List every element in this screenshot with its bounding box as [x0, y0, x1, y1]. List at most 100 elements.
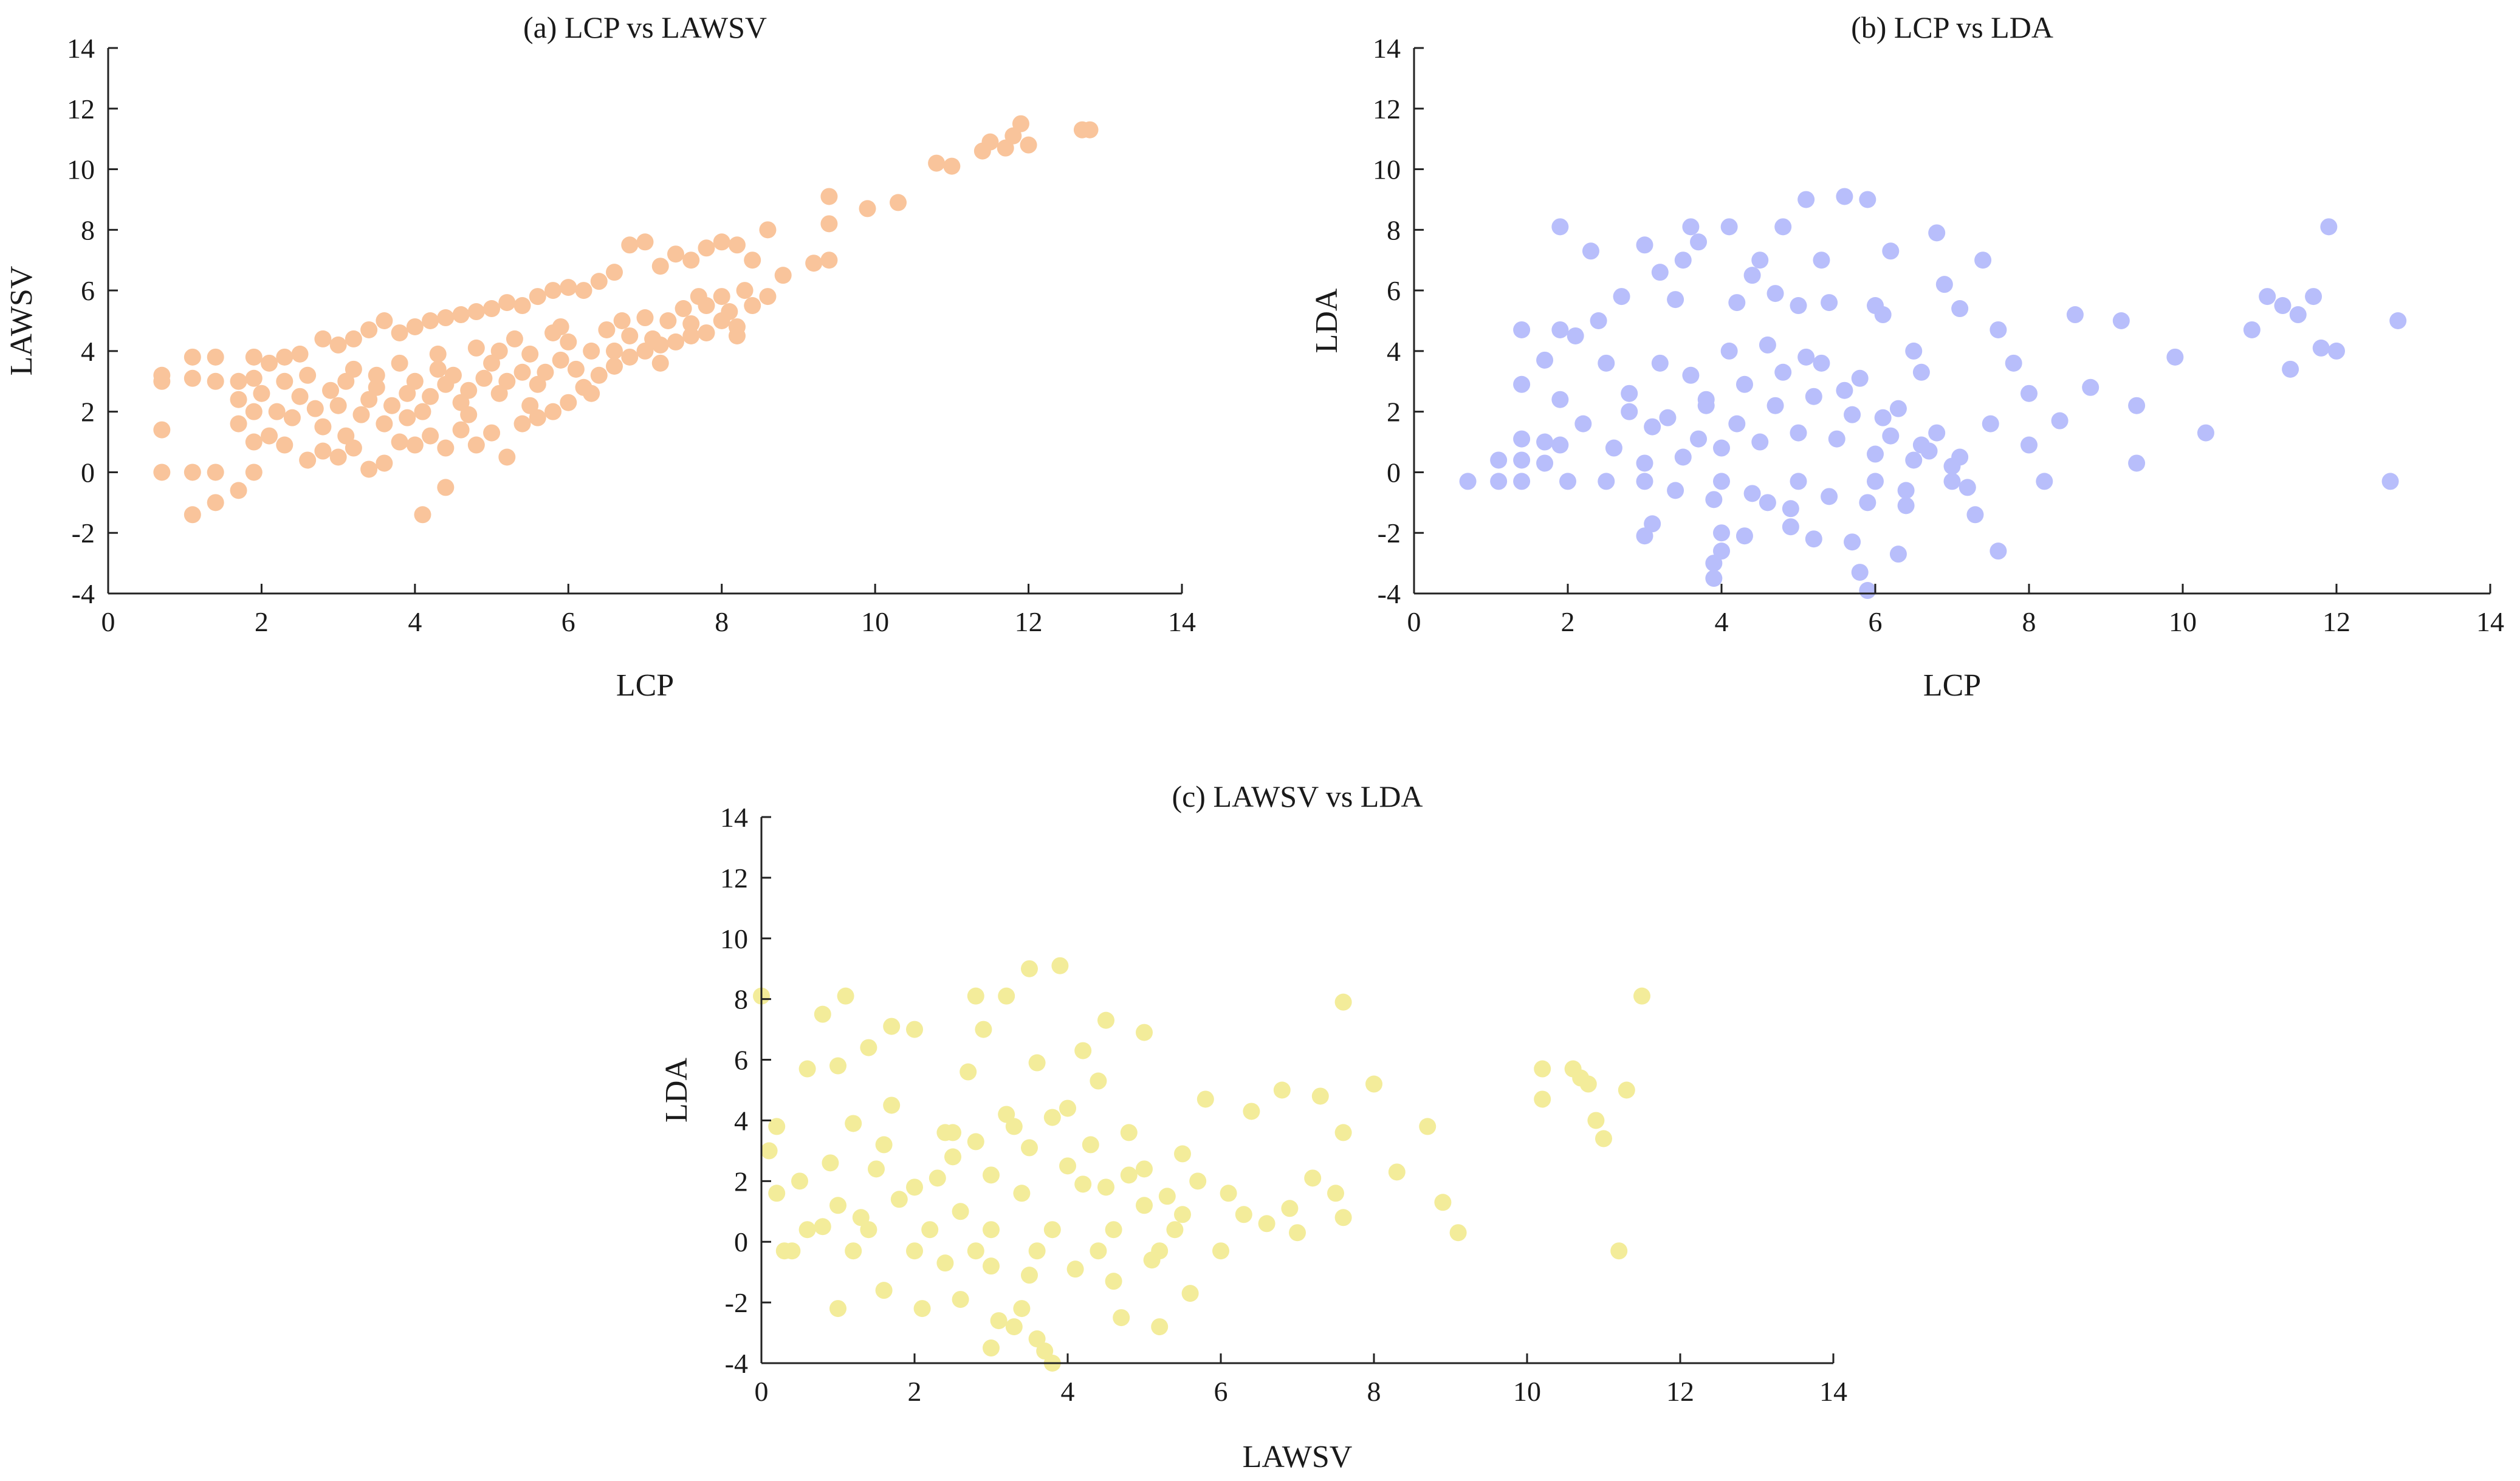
data-point [245, 369, 263, 387]
data-point [368, 366, 385, 384]
y-tick-label: 0 [81, 457, 95, 488]
x-tick-label: 10 [2169, 606, 2197, 637]
data-point [875, 1136, 893, 1154]
data-point [1551, 391, 1569, 408]
data-point [598, 321, 616, 338]
data-point [1551, 436, 1569, 454]
data-point [1651, 264, 1669, 281]
data-point [437, 375, 455, 393]
x-tick-label: 14 [2476, 606, 2504, 637]
data-point [698, 324, 715, 341]
data-point [452, 306, 470, 324]
y-tick-label: 4 [1387, 336, 1401, 367]
data-point [437, 439, 455, 457]
chart-title: (a) LCP vs LAWSV [523, 10, 767, 44]
data-point [329, 336, 347, 354]
data-point [1821, 488, 1838, 505]
data-point [1258, 1215, 1275, 1233]
data-point [1690, 233, 1708, 251]
data-point [230, 372, 247, 390]
data-point [1982, 415, 1999, 433]
data-point [1105, 1221, 1122, 1239]
data-point [1536, 351, 1554, 369]
chart-title: (c) LAWSV vs LDA [1172, 779, 1423, 813]
data-point [2305, 288, 2323, 306]
x-tick-label: 0 [755, 1376, 769, 1407]
data-point [406, 372, 424, 390]
data-point [1334, 1209, 1352, 1226]
y-axis-label: LDA [1310, 288, 1344, 353]
data-point [1174, 1206, 1191, 1223]
data-point [276, 372, 294, 390]
data-point [820, 251, 838, 269]
data-point [1790, 297, 1807, 315]
data-point [906, 1242, 923, 1260]
data-point [414, 403, 431, 420]
data-point [1365, 1075, 1382, 1093]
data-point [391, 324, 408, 341]
data-point [682, 327, 700, 344]
data-point [721, 303, 738, 321]
data-point [1021, 1267, 1038, 1284]
data-point [1013, 1300, 1031, 1318]
data-point [1897, 482, 1915, 499]
data-point [921, 1221, 939, 1239]
data-point [967, 1133, 984, 1151]
data-point [1813, 251, 1830, 269]
x-tick-label: 10 [861, 606, 889, 637]
data-point [659, 312, 677, 329]
data-point [1636, 527, 1653, 545]
data-point [2320, 218, 2338, 236]
data-point [1081, 121, 1099, 139]
data-point [774, 267, 792, 284]
data-point [1912, 363, 1930, 381]
data-point [698, 239, 715, 257]
data-point [1574, 415, 1592, 433]
data-point [998, 987, 1015, 1005]
data-point [1905, 451, 1923, 469]
data-point [967, 987, 984, 1005]
data-point [1513, 375, 1531, 393]
data-point [498, 372, 516, 390]
data-point [391, 354, 408, 372]
data-point [1889, 546, 1907, 563]
data-point [245, 403, 263, 420]
data-point [1090, 1242, 1107, 1260]
data-point [153, 463, 171, 481]
y-tick-label: 2 [734, 1166, 748, 1197]
data-point [1196, 1090, 1214, 1108]
data-point [291, 345, 309, 363]
data-point [1490, 473, 1508, 490]
data-point [644, 330, 662, 347]
data-point [337, 372, 355, 390]
data-point [360, 460, 378, 478]
data-point [314, 442, 332, 460]
data-point [414, 506, 431, 524]
data-point [1281, 1200, 1299, 1217]
data-point [1844, 406, 1861, 423]
data-point [822, 1154, 839, 1172]
data-point [1534, 1090, 1551, 1108]
data-point [399, 385, 416, 402]
data-point [1928, 224, 1946, 242]
x-tick-label: 6 [1869, 606, 1883, 637]
data-point [975, 1021, 992, 1038]
data-point [875, 1282, 893, 1299]
data-point [299, 366, 317, 384]
data-point [1434, 1194, 1452, 1211]
data-point [1782, 500, 1799, 518]
x-tick-label: 8 [715, 606, 729, 637]
data-point [276, 348, 294, 366]
data-point [621, 348, 639, 366]
data-point [207, 372, 224, 390]
data-point [760, 1142, 778, 1160]
data-point [513, 415, 531, 433]
y-tick-label: 12 [67, 94, 95, 125]
data-point [1797, 191, 1815, 208]
data-point [1613, 288, 1630, 306]
data-point [621, 236, 639, 254]
y-tick-label: 12 [1373, 94, 1401, 125]
data-point [1990, 321, 2007, 338]
data-point [283, 409, 301, 426]
data-point [736, 282, 754, 299]
